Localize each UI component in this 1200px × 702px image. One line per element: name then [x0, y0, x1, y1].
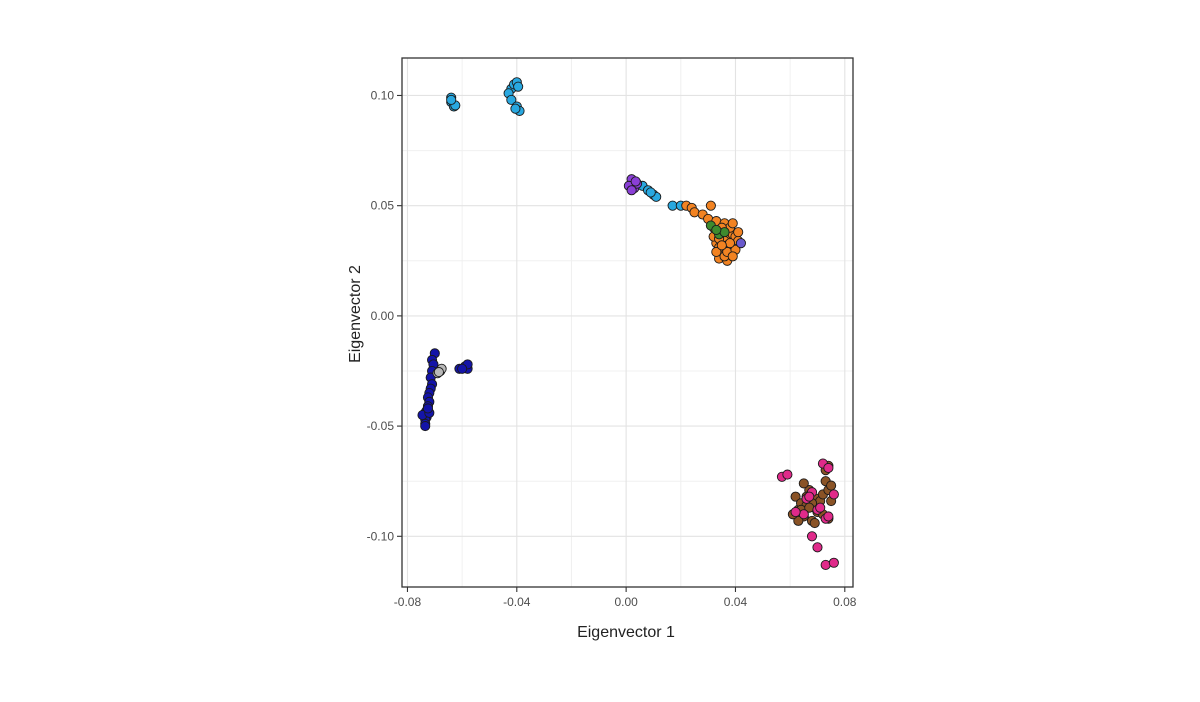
y-tick-label: -0.10: [367, 529, 395, 543]
x-tick-label: 0.04: [724, 595, 748, 609]
y-tick-label: 0.05: [371, 199, 395, 213]
data-point: [727, 251, 738, 262]
y-tick-label: -0.05: [367, 419, 395, 433]
data-point: [804, 491, 815, 502]
data-point: [782, 469, 793, 480]
data-point: [506, 94, 517, 105]
data-point: [645, 187, 656, 198]
data-point: [806, 531, 818, 542]
data-point: [689, 207, 700, 218]
y-tick-label: 0.00: [371, 309, 395, 323]
data-point: [812, 542, 823, 553]
data-point: [828, 489, 839, 500]
data-point: [510, 103, 521, 114]
data-point: [809, 518, 820, 529]
data-point: [798, 478, 809, 489]
data-point: [823, 511, 834, 522]
data-point: [630, 176, 641, 187]
data-point: [790, 507, 801, 518]
data-point: [815, 502, 826, 513]
data-point: [711, 246, 722, 258]
data-point: [790, 491, 801, 502]
data-point: [711, 224, 722, 235]
data-point: [422, 403, 434, 414]
x-tick-label: -0.08: [394, 595, 422, 609]
grid-lines: [402, 58, 853, 587]
data-point: [716, 240, 727, 251]
axes: -0.08 -0.04 0.00 0.04 0.08 -0.10 -0.05 0.00 0.05…: [367, 88, 857, 609]
data-point: [420, 421, 431, 432]
data-points: [417, 77, 839, 571]
data-point: [719, 227, 730, 238]
data-point: [735, 238, 746, 249]
data-point: [828, 557, 839, 568]
x-axis-label: Eigenvector 1: [577, 624, 675, 641]
data-point: [705, 200, 716, 211]
data-point: [826, 480, 837, 491]
data-point: [820, 559, 831, 571]
data-point: [724, 238, 736, 249]
data-point: [727, 218, 738, 229]
x-tick-label: 0.08: [833, 595, 857, 609]
plot-border: [401, 57, 854, 588]
data-point: [733, 227, 744, 238]
data-point: [626, 185, 637, 196]
data-point: [823, 462, 834, 474]
data-point: [457, 363, 468, 374]
plot-panel: [402, 58, 853, 587]
y-tick-label: 0.10: [371, 88, 395, 102]
y-axis-label: Eigenvector 2: [347, 265, 364, 363]
x-tick-label: -0.04: [503, 595, 531, 609]
data-point: [433, 367, 444, 378]
data-point: [446, 94, 457, 105]
data-point: [798, 509, 809, 520]
x-tick-label: 0.00: [614, 595, 638, 609]
data-point: [513, 81, 524, 92]
